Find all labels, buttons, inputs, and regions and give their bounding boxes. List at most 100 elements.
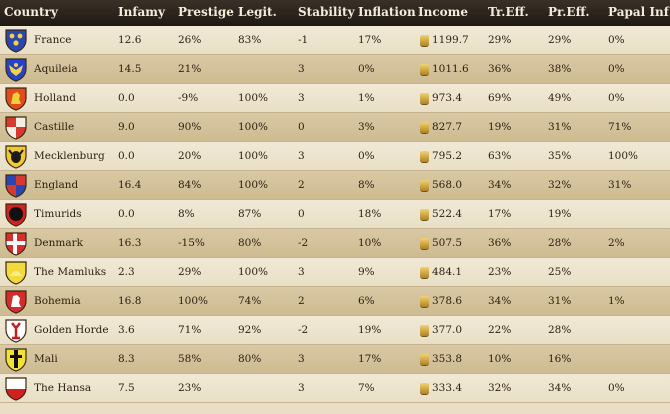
table-row[interactable]: The Mamluks 2.3 29% 100% 3 9% 484.1 23% 25% bbox=[0, 258, 670, 287]
cell-legit: 100% bbox=[238, 121, 269, 133]
cell-infamy: 14.5 bbox=[118, 63, 142, 75]
header-country[interactable]: Country bbox=[4, 5, 58, 19]
cell-treff: 19% bbox=[488, 121, 512, 133]
cell-inflation: 0% bbox=[358, 63, 375, 75]
cell-income: 484.1 bbox=[432, 266, 463, 278]
cell-country[interactable]: The Hansa bbox=[34, 382, 92, 394]
table-row[interactable]: Aquileia 14.5 21% 3 0% 1011.6 36% 38% 0% bbox=[0, 55, 670, 84]
header-preff[interactable]: Pr.Eff. bbox=[548, 5, 590, 19]
cell-legit: 80% bbox=[238, 353, 262, 365]
cell-inflation: 8% bbox=[358, 179, 375, 191]
cell-prestige: -15% bbox=[178, 237, 205, 249]
cell-country[interactable]: Mecklenburg bbox=[34, 150, 105, 162]
table-header: Country Infamy Prestige Legit. Stability… bbox=[0, 0, 670, 27]
cell-preff: 49% bbox=[548, 92, 572, 104]
cell-legit: 92% bbox=[238, 324, 262, 336]
gold-coin-icon bbox=[420, 180, 429, 191]
cell-income: 827.7 bbox=[432, 121, 463, 133]
cell-infamy: 7.5 bbox=[118, 382, 135, 394]
cell-country[interactable]: Timurids bbox=[34, 208, 82, 220]
table-row[interactable]: Mali 8.3 58% 80% 3 17% 353.8 10% 16% bbox=[0, 345, 670, 374]
cell-inflation: 17% bbox=[358, 34, 382, 46]
gold-coin-icon bbox=[420, 209, 429, 220]
cell-treff: 29% bbox=[488, 34, 512, 46]
cell-stability: 0 bbox=[298, 121, 305, 133]
table-row[interactable]: The Hansa 7.5 23% 3 7% 333.4 32% 34% 0% bbox=[0, 374, 670, 403]
cell-preff: 29% bbox=[548, 34, 572, 46]
cell-country[interactable]: Aquileia bbox=[34, 63, 78, 75]
cell-preff: 28% bbox=[548, 324, 572, 336]
cell-income: 973.4 bbox=[432, 92, 463, 104]
cell-country[interactable]: Denmark bbox=[34, 237, 83, 249]
cell-income: 1199.7 bbox=[432, 34, 469, 46]
cell-infamy: 16.3 bbox=[118, 237, 142, 249]
cell-papal: 71% bbox=[608, 121, 632, 133]
cell-stability: 3 bbox=[298, 63, 305, 75]
cell-stability: -1 bbox=[298, 34, 309, 46]
cell-inflation: 9% bbox=[358, 266, 375, 278]
cell-treff: 23% bbox=[488, 266, 512, 278]
header-papal[interactable]: Papal Inf bbox=[608, 5, 669, 19]
table-row[interactable]: France 12.6 26% 83% -1 17% 1199.7 29% 29% 0% bbox=[0, 26, 670, 55]
cell-legit: 100% bbox=[238, 266, 269, 278]
header-prestige[interactable]: Prestige bbox=[178, 5, 234, 19]
header-infamy[interactable]: Infamy bbox=[118, 5, 165, 19]
header-income[interactable]: Income bbox=[418, 5, 468, 19]
cell-stability: 3 bbox=[298, 92, 305, 104]
cell-prestige: 84% bbox=[178, 179, 202, 191]
header-stability[interactable]: Stability bbox=[298, 5, 355, 19]
cell-country[interactable]: Golden Horde bbox=[34, 324, 109, 336]
cell-country[interactable]: The Mamluks bbox=[34, 266, 107, 278]
cell-treff: 32% bbox=[488, 382, 512, 394]
cell-income: 568.0 bbox=[432, 179, 463, 191]
cell-stability: -2 bbox=[298, 237, 309, 249]
gold-coin-icon bbox=[420, 296, 429, 307]
cell-legit: 100% bbox=[238, 150, 269, 162]
cell-inflation: 3% bbox=[358, 121, 375, 133]
cell-preff: 38% bbox=[548, 63, 572, 75]
cell-legit: 80% bbox=[238, 237, 262, 249]
cell-prestige: 90% bbox=[178, 121, 202, 133]
cell-stability: 3 bbox=[298, 266, 305, 278]
cell-country[interactable]: France bbox=[34, 34, 72, 46]
table-row[interactable]: Castille 9.0 90% 100% 0 3% 827.7 19% 31% 71% bbox=[0, 113, 670, 142]
gold-coin-icon bbox=[420, 35, 429, 46]
header-inflation[interactable]: Inflation bbox=[358, 5, 416, 19]
table-row[interactable]: Mecklenburg 0.0 20% 100% 3 0% 795.2 63% 35% 100% bbox=[0, 142, 670, 171]
table-row[interactable]: Timurids 0.0 8% 87% 0 18% 522.4 17% 19% bbox=[0, 200, 670, 229]
cell-treff: 36% bbox=[488, 63, 512, 75]
cell-infamy: 0.0 bbox=[118, 208, 135, 220]
table-row[interactable]: Bohemia 16.8 100% 74% 2 6% 378.6 34% 31% 1% bbox=[0, 287, 670, 316]
cell-papal: 31% bbox=[608, 179, 632, 191]
cell-legit: 83% bbox=[238, 34, 262, 46]
cell-legit: 100% bbox=[238, 92, 269, 104]
cell-country[interactable]: Castille bbox=[34, 121, 75, 133]
cell-treff: 34% bbox=[488, 179, 512, 191]
cell-prestige: 100% bbox=[178, 295, 209, 307]
cell-prestige: 26% bbox=[178, 34, 202, 46]
cell-papal: 0% bbox=[608, 382, 625, 394]
cell-income: 795.2 bbox=[432, 150, 463, 162]
cell-treff: 10% bbox=[488, 353, 512, 365]
cell-inflation: 1% bbox=[358, 92, 375, 104]
table-row[interactable]: Denmark 16.3 -15% 80% -2 10% 507.5 36% 28% 2% bbox=[0, 229, 670, 258]
cell-country[interactable]: Mali bbox=[34, 353, 58, 365]
cell-country[interactable]: England bbox=[34, 179, 79, 191]
cell-preff: 16% bbox=[548, 353, 572, 365]
cell-preff: 28% bbox=[548, 237, 572, 249]
cell-inflation: 19% bbox=[358, 324, 382, 336]
gold-coin-icon bbox=[420, 238, 429, 249]
cell-infamy: 12.6 bbox=[118, 34, 142, 46]
gold-coin-icon bbox=[420, 64, 429, 75]
cell-country[interactable]: Bohemia bbox=[34, 295, 81, 307]
table-row[interactable]: Golden Horde 3.6 71% 92% -2 19% 377.0 22% 28% bbox=[0, 316, 670, 345]
cell-income: 507.5 bbox=[432, 237, 463, 249]
table-row[interactable]: Holland 0.0 -9% 100% 3 1% 973.4 69% 49% 0% bbox=[0, 84, 670, 113]
table-row[interactable]: England 16.4 84% 100% 2 8% 568.0 34% 32% 31% bbox=[0, 171, 670, 200]
gold-coin-icon bbox=[420, 354, 429, 365]
cell-country[interactable]: Holland bbox=[34, 92, 76, 104]
header-treff[interactable]: Tr.Eff. bbox=[488, 5, 529, 19]
cell-prestige: 8% bbox=[178, 208, 195, 220]
header-legit[interactable]: Legit. bbox=[238, 5, 277, 19]
